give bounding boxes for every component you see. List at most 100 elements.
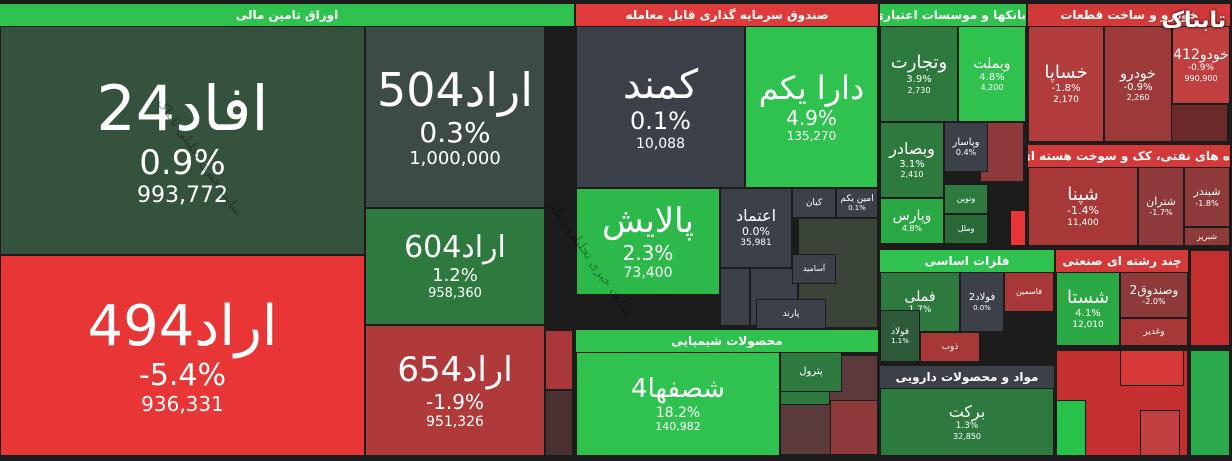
stock-tile[interactable]: ونوین [944, 184, 988, 214]
stock-tile[interactable]: خودو412 -0.9% 990,900 [1172, 26, 1230, 104]
stock-tile[interactable]: شبندر -1.8% [1184, 167, 1230, 227]
stock-tile[interactable]: اراد654 -1.9% 951,326 [365, 325, 545, 456]
stock-tile[interactable]: ذوب [920, 332, 980, 362]
stock-tile[interactable]: وملل [944, 214, 988, 244]
stock-name: خودو412 [1173, 47, 1229, 64]
stock-tile[interactable]: وبصادر 3.1% 2,410 [880, 122, 944, 198]
stock-tile[interactable]: فاسمین [1004, 272, 1054, 312]
stock-name: خودرو [1120, 65, 1156, 82]
stock-name: وبملت [973, 55, 1011, 72]
stock-tile[interactable]: شبریز [1184, 227, 1230, 246]
filler-cell [720, 268, 750, 326]
stock-name: دارا یکم [758, 69, 865, 108]
stock-volume: 993,772 [137, 183, 228, 209]
stock-tile[interactable]: خودرو -0.9% 2,260 [1104, 26, 1172, 142]
sector: خودرو و ساخت قطعات خساپا -1.8% 2,170 خودرو -0… [1028, 4, 1230, 142]
stock-name: فملی [904, 288, 936, 305]
stock-tile[interactable]: شستا 4.1% 12,010 [1056, 272, 1120, 346]
sector: چند رشته ای صنعتی شستا 4.1% 12,010 وصندوق2 -2… [1056, 250, 1188, 346]
stock-change: -0.9% [1187, 63, 1215, 74]
stock-change: 4.9% [786, 106, 837, 130]
filler-cell [545, 330, 573, 390]
stock-change: -1.8% [1195, 198, 1219, 208]
sector-title: مواد و محصولات دارویی [880, 366, 1054, 388]
stock-tile[interactable]: افاد24 0.9% 993,772 [0, 26, 365, 255]
stock-volume: 951,326 [426, 413, 484, 430]
filler-cell [1190, 350, 1230, 456]
stock-change: 1.1% [891, 337, 909, 346]
stock-tile[interactable]: وپارس 4.8% [880, 198, 944, 244]
stock-tile[interactable]: اراد604 1.2% 958,360 [365, 208, 545, 325]
stock-tile[interactable]: وبملت 4.8% 4,200 [958, 26, 1026, 122]
stock-name: ذوب [941, 341, 959, 352]
stock-tile[interactable]: وپاسار 0.4% [944, 122, 988, 172]
stock-name: وپارس [892, 208, 932, 225]
stock-tile[interactable]: برکت 1.3% 32,850 [880, 388, 1054, 456]
stock-tile[interactable]: شصفها4 18.2% 140,982 [576, 352, 780, 456]
stock-name: وپاسار [952, 136, 980, 148]
stock-volume: 2,170 [1053, 94, 1079, 105]
stock-name: فولاد2 [968, 292, 996, 304]
stock-tile[interactable]: وغدیر [1120, 318, 1188, 346]
stock-change: 0.1% [630, 107, 691, 136]
stock-tile[interactable]: کیان [792, 188, 836, 218]
stock-tile[interactable]: کمند 0.1% 10,088 [576, 26, 745, 188]
filler-cell [545, 390, 573, 456]
stock-name: شتران [1146, 194, 1176, 208]
stock-name: وملل [957, 224, 975, 234]
stock-name: پالایش [601, 201, 695, 242]
stock-name: اراد504 [376, 63, 534, 118]
stock-change: -1.9% [425, 389, 485, 414]
sector-title: چند رشته ای صنعتی [1056, 250, 1188, 272]
stock-tile[interactable]: وتجارت 3.9% 2,730 [880, 26, 958, 122]
stock-change: 3.1% [899, 158, 925, 170]
stock-change: 4.8% [901, 224, 923, 234]
stock-name: ونوین [956, 194, 976, 204]
sector: فلزات اساسی فملی 1.7% فولاد2 0.0% فولاد 1.1% فا… [880, 250, 1054, 362]
stock-name: افاد24 [96, 71, 269, 145]
stock-name: شستا [1066, 286, 1110, 308]
stock-tile[interactable]: پالایش 2.3% 73,400 [576, 188, 720, 295]
stock-tile[interactable]: شتران -1.7% [1138, 167, 1184, 246]
stock-tile[interactable]: شپنا -1.4% 11,400 [1028, 167, 1138, 246]
stock-volume: 32,850 [953, 431, 981, 441]
stock-tile[interactable]: اراد494 -5.4% 936,331 [0, 255, 365, 456]
stock-change: -0.9% [1123, 81, 1153, 93]
sector: اوراق تامین مالی افاد24 0.9% 993,772 اراد494… [0, 4, 574, 456]
stock-tile[interactable]: خساپا -1.8% 2,170 [1028, 26, 1104, 142]
stock-name: آسامید [802, 264, 826, 274]
stock-change: 0.0% [973, 303, 991, 312]
stock-name: کیان [805, 197, 823, 208]
stock-name: اراد494 [87, 293, 278, 359]
sector: محصولات شیمیایی شصفها4 18.2% 140,982 پترول [576, 330, 878, 456]
stock-tile[interactable]: فولاد2 0.0% [960, 272, 1004, 332]
stock-change: -1.8% [1051, 83, 1081, 95]
stock-name: وصندوق2 [1129, 282, 1179, 297]
sector-title: بانکها و موسسات اعتباری [880, 4, 1026, 26]
stock-tile[interactable]: اعتماد 0.0% 35,981 [720, 188, 792, 268]
stock-volume: 2,410 [900, 170, 924, 180]
stock-tile[interactable]: آسامید [792, 254, 836, 284]
stock-tile[interactable]: فولاد 1.1% [880, 310, 920, 362]
stock-tile[interactable]: امین یکم 0.1% [836, 188, 878, 218]
sector-title: ه های نفتی، کک و سوخت هسته ای [1028, 145, 1230, 167]
stock-tile[interactable]: وصندوق2 -2.0% [1120, 272, 1188, 318]
stock-volume: 958,360 [428, 285, 482, 301]
stock-tile[interactable]: اراد504 0.3% 1,000,000 [365, 26, 545, 208]
stock-name: وبصادر [889, 139, 935, 159]
sector-title: فلزات اساسی [880, 250, 1054, 272]
stock-volume: 2,260 [1126, 93, 1150, 103]
stock-volume: 135,270 [786, 129, 837, 143]
stock-change: 18.2% [655, 404, 701, 421]
stock-change: 0.1% [848, 204, 866, 213]
sector-title: محصولات شیمیایی [576, 330, 878, 352]
stock-name: وغدیر [1143, 326, 1165, 337]
stock-tile[interactable]: پترول [780, 352, 842, 392]
stock-tile[interactable]: دارا یکم 4.9% 135,270 [745, 26, 878, 188]
stock-name: پترول [799, 366, 823, 378]
stock-tile[interactable]: پارند [756, 299, 826, 329]
stock-name: شپنا [1067, 183, 1099, 205]
stock-change: 0.4% [955, 148, 977, 158]
